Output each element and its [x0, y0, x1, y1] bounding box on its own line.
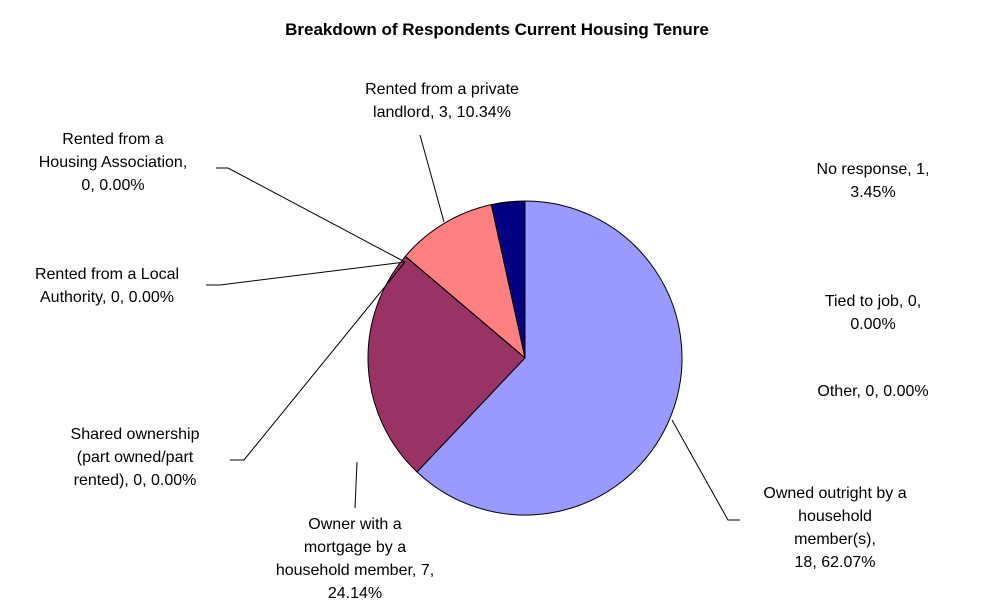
data-label: Rented from a Housing Association, 0, 0.… — [38, 131, 188, 194]
leader-line — [354, 461, 358, 509]
leader-line — [206, 261, 406, 286]
data-label: Tied to job, 0, 0.00% — [824, 293, 922, 333]
pie-slice — [416, 200, 683, 516]
pie-slice — [367, 255, 526, 473]
leader-line — [230, 261, 406, 461]
leader-line — [216, 167, 406, 263]
leader-lines — [206, 134, 740, 521]
data-label: Other, 0, 0.00% — [817, 383, 929, 400]
data-label: Owner with a mortgage by a household mem… — [275, 516, 435, 602]
pie-slice — [404, 204, 526, 360]
leader-line — [419, 134, 445, 223]
data-label: Shared ownership (part owned/part rented… — [70, 426, 200, 489]
data-label: No response, 1, 3.45% — [816, 161, 930, 201]
data-label: Rented from a Local Authority, 0, 0.00% — [34, 266, 180, 306]
data-label: Rented from a private landlord, 3, 10.34… — [365, 81, 519, 121]
leader-line — [671, 419, 740, 521]
data-label: Owned outright by a household member(s),… — [763, 485, 907, 571]
chart-title: Breakdown of Respondents Current Housing… — [285, 20, 709, 39]
